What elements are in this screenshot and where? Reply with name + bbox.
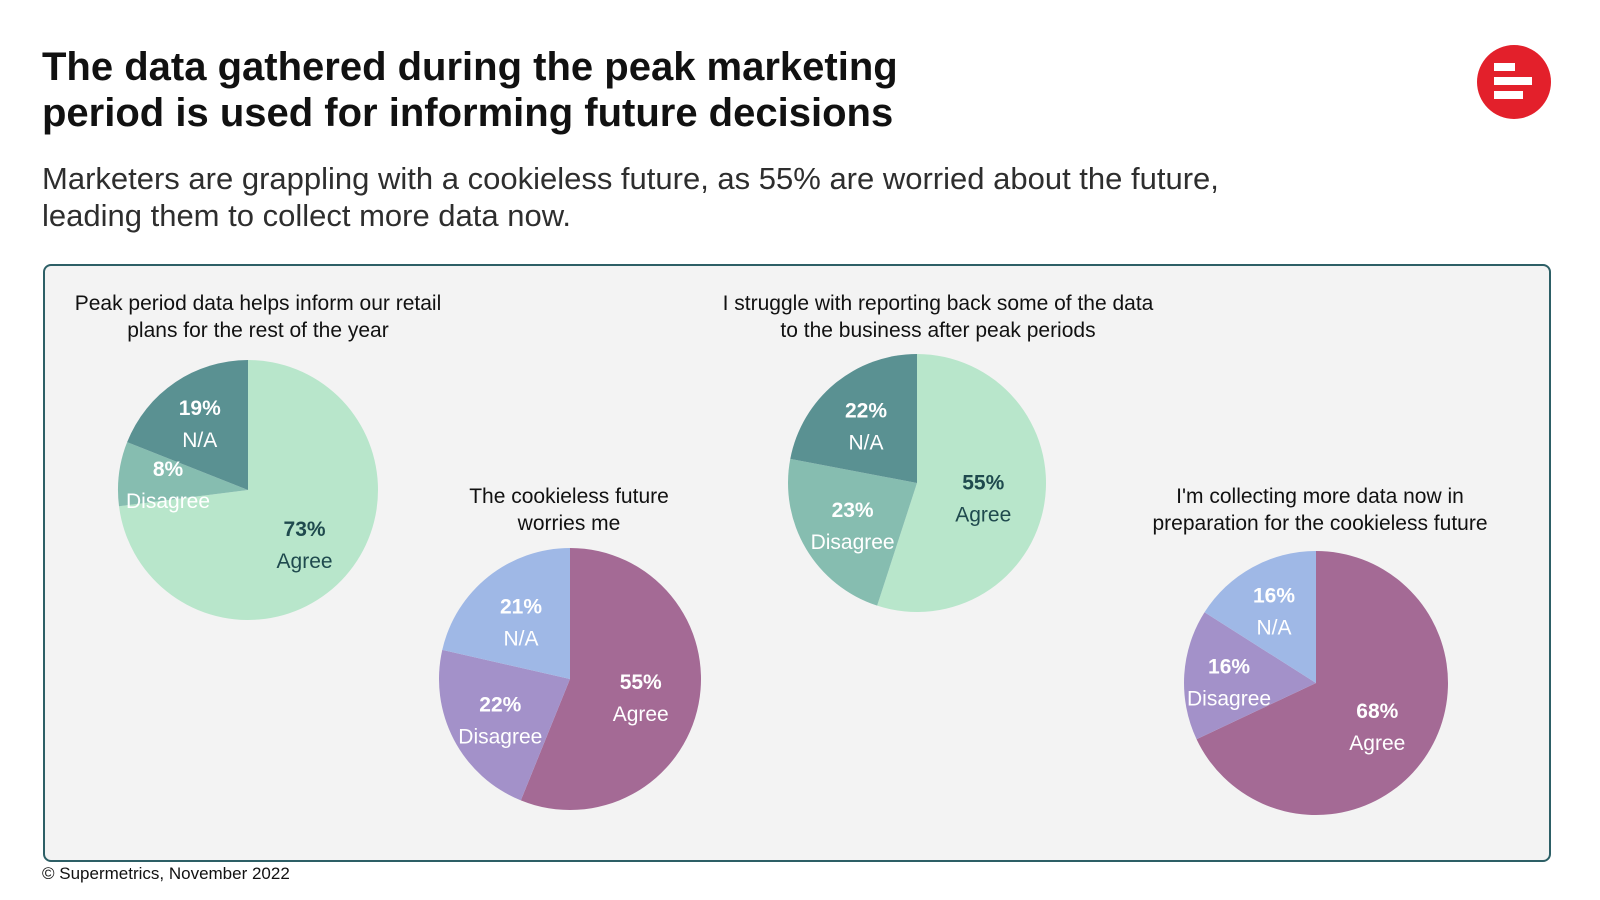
page-title-line: period is used for informing future deci… [42,91,894,135]
slice-category-label: Disagree [126,490,210,513]
footer-copyright: © Supermetrics, November 2022 [42,864,290,883]
pie-chart: 68% Agree 16% Disagree 16% N/A [1184,551,1448,815]
pie-chart: 73% Agree 8% Disagree 19% N/A [118,360,379,620]
pie-slice-na [790,354,917,483]
pie-slice-na [127,360,248,490]
chart-title: The cookieless future worries me [419,483,719,537]
charts-panel: 73% Agree 8% Disagree 19% N/A 55% Agree 22% Disag… [43,264,1551,862]
slice-percent-label: 73% [284,518,326,541]
pie-slice-disagree [118,442,248,507]
chart-title: I struggle with reporting back some of t… [688,290,1188,344]
chart-title: I'm collecting more data now in preparat… [1120,483,1520,537]
pie-slice-disagree [439,649,570,801]
chart-title-line: preparation for the cookieless future [1152,512,1488,535]
pie-slice-disagree [788,458,917,606]
slice-category-label: Disagree [1187,688,1271,711]
slice-category-label: N/A [503,628,538,651]
page-title: The data gathered during the peak market… [42,44,1042,136]
slice-percent-label: 8% [153,458,184,481]
slice-percent-label: 21% [500,596,542,619]
page-subtitle: Marketers are grappling with a cookieles… [42,160,1342,234]
pie-chart: 55% Agree 23% Disagree 22% N/A [788,354,1046,612]
slice-percent-label: 22% [479,693,521,716]
slice-category-label: Disagree [811,531,895,554]
pie-charts-canvas: 73% Agree 8% Disagree 19% N/A 55% Agree 22% Disag… [118,354,1448,815]
slice-category-label: Agree [613,703,669,726]
slice-percent-label: 16% [1253,585,1295,608]
chart-title-line: to the business after peak periods [780,319,1096,342]
chart-title-line: I'm collecting more data now in [1176,485,1464,508]
chart-title-line: The cookieless future [469,485,669,508]
chart-title-line: worries me [517,512,621,535]
chart-title: Peak period data helps inform our retail… [45,290,471,344]
slice-category-label: Disagree [458,725,542,748]
pie-chart: 55% Agree 22% Disagree 21% N/A [439,548,702,810]
slice-percent-label: 23% [832,499,874,522]
chart-title-line: I struggle with reporting back some of t… [722,292,1154,315]
slice-category-label: N/A [1257,617,1292,640]
slice-category-label: N/A [849,431,884,454]
slice-percent-label: 55% [962,471,1004,494]
pie-slice-na [1204,551,1316,683]
slice-percent-label: 68% [1356,700,1398,723]
chart-title-line: Peak period data helps inform our retail [74,292,442,315]
supermetrics-logo-icon [1477,45,1551,119]
page-subtitle-line: leading them to collect more data now. [42,198,572,233]
slice-percent-label: 55% [620,671,662,694]
pie-slice-na [442,548,570,679]
slice-percent-label: 16% [1208,656,1250,679]
pie-slice-disagree [1184,612,1316,740]
slice-category-label: Agree [1349,732,1405,755]
slice-category-label: Agree [277,550,333,573]
slice-percent-label: 19% [179,397,221,420]
slice-category-label: N/A [182,429,217,452]
pie-slice-agree [877,354,1046,612]
pie-slice-agree [1196,551,1448,815]
page-subtitle-line: Marketers are grappling with a cookieles… [42,161,1219,196]
pie-slice-agree [119,360,379,620]
chart-title-line: plans for the rest of the year [127,319,389,342]
slice-percent-label: 22% [845,399,887,422]
slice-category-label: Agree [955,503,1011,526]
pie-slice-agree [520,548,702,810]
page-title-line: The data gathered during the peak market… [42,45,898,89]
